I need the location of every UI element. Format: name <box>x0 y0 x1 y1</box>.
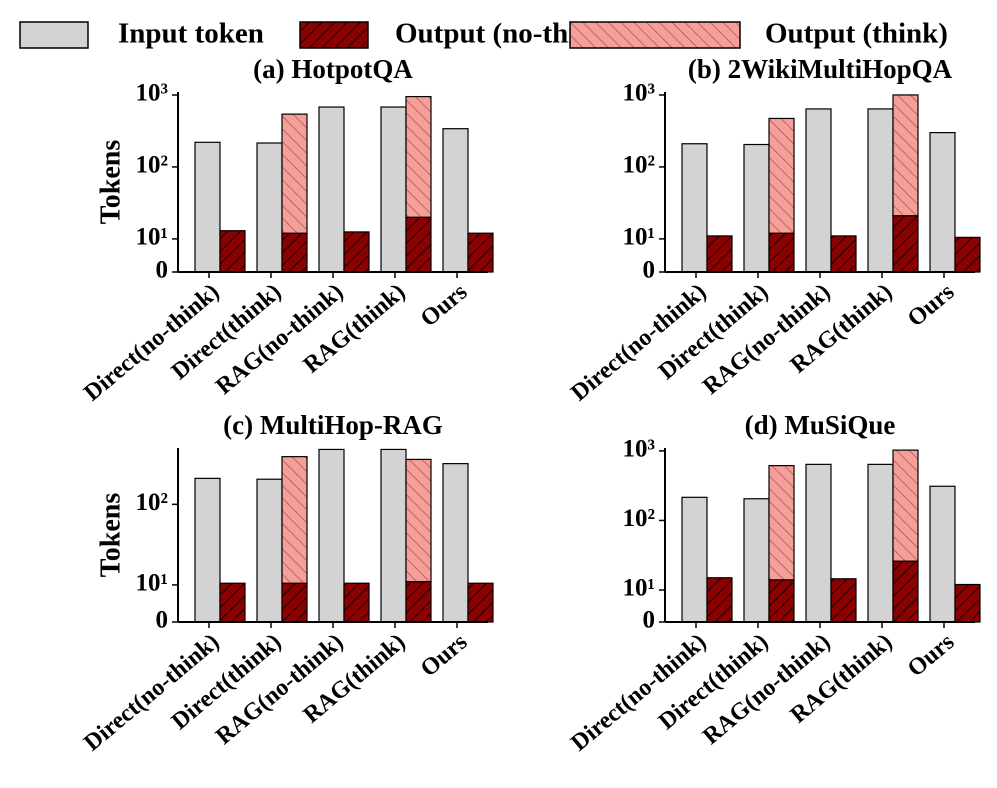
bar <box>194 141 221 273</box>
bar-segment <box>706 577 733 623</box>
y-tick-label: 10¹ <box>136 570 169 597</box>
bar <box>681 143 708 273</box>
y-tick-label: 10³ <box>136 80 169 107</box>
bar-segment <box>768 579 795 623</box>
bar-segment <box>892 215 919 273</box>
bar-segment <box>467 582 494 623</box>
bar-segment <box>830 235 857 273</box>
y-tick-label: 0 <box>156 257 169 284</box>
subplot-title: (d) MuSiQue <box>745 410 896 440</box>
bar-segment <box>892 94 919 217</box>
bar <box>380 448 407 623</box>
bar <box>743 498 770 623</box>
bar-segment <box>706 235 733 273</box>
subplot-title: (b) 2WikiMultiHopQA <box>688 54 953 84</box>
bar-segment <box>467 232 494 273</box>
bar <box>318 448 345 623</box>
bar-segment <box>405 95 432 218</box>
subplot-title: (a) HotpotQA <box>253 54 413 84</box>
bar <box>442 463 469 623</box>
legend-swatch <box>299 21 369 49</box>
x-tick-label: Ours <box>903 279 960 332</box>
y-tick-label: 10¹ <box>136 224 169 251</box>
y-tick-label: 10³ <box>623 436 656 463</box>
y-tick-label: 0 <box>643 607 656 634</box>
x-tick-label: Ours <box>416 629 473 682</box>
bar <box>256 142 283 273</box>
bar-segment <box>405 216 432 273</box>
bar-segment <box>954 236 981 273</box>
bar-segment <box>281 456 308 584</box>
legend-swatch <box>19 21 89 49</box>
x-tick-label: Ours <box>903 629 960 682</box>
bar-segment <box>768 232 795 273</box>
bar-segment <box>343 231 370 273</box>
bar-segment <box>830 578 857 623</box>
bar <box>867 463 894 623</box>
bar <box>867 108 894 273</box>
bar <box>743 143 770 273</box>
bar-segment <box>892 560 919 623</box>
y-tick-label: 10² <box>623 152 656 179</box>
bar <box>805 108 832 273</box>
y-tick-label: 0 <box>156 607 169 634</box>
bar-segment <box>281 582 308 623</box>
bar <box>929 132 956 273</box>
y-tick-label: 10² <box>136 152 169 179</box>
bar-segment <box>954 583 981 623</box>
subplot-title: (c) MultiHop-RAG <box>223 410 443 440</box>
y-tick-label: 10² <box>623 505 656 532</box>
bar <box>194 477 221 623</box>
y-tick-label: 10¹ <box>623 575 656 602</box>
bar <box>318 106 345 273</box>
bar <box>681 496 708 623</box>
bar-segment <box>892 449 919 562</box>
x-tick-label: Ours <box>416 279 473 332</box>
y-axis-label: Tokens <box>95 493 126 578</box>
y-tick-label: 10¹ <box>623 224 656 251</box>
bar-segment <box>281 232 308 273</box>
bar-segment <box>219 230 246 273</box>
bar <box>380 106 407 273</box>
y-tick-label: 0 <box>643 257 656 284</box>
bar <box>929 485 956 623</box>
y-axis-label: Tokens <box>95 140 126 225</box>
y-tick-label: 10² <box>136 489 169 516</box>
legend-label: Output (think) <box>765 18 948 50</box>
bar-segment <box>219 582 246 623</box>
y-tick-label: 10³ <box>623 80 656 107</box>
bar-segment <box>405 580 432 623</box>
bar <box>256 478 283 623</box>
bar-segment <box>768 465 795 581</box>
bar-segment <box>281 113 308 234</box>
legend-swatch <box>569 21 741 49</box>
bar-segment <box>343 582 370 623</box>
bar-segment <box>768 117 795 234</box>
bar-segment <box>405 458 432 583</box>
bar <box>442 128 469 273</box>
bar <box>805 463 832 623</box>
legend-label: Input token <box>118 18 264 50</box>
